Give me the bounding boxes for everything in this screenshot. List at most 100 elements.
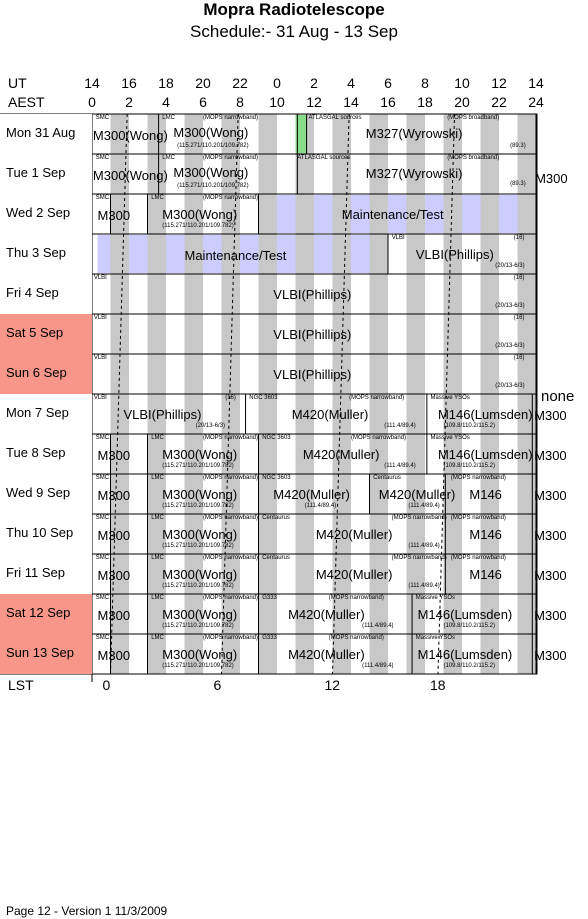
time-stripe bbox=[369, 154, 388, 194]
block-label: (111.4/89.4) bbox=[408, 503, 440, 509]
page-title: Mopra Radiotelescope bbox=[203, 0, 385, 19]
time-stripe bbox=[406, 314, 425, 354]
time-stripe bbox=[147, 234, 166, 274]
block-label: (115.271/110.201/109.782) bbox=[177, 183, 249, 189]
time-stripe bbox=[221, 394, 240, 434]
time-stripe bbox=[332, 394, 351, 434]
block-label: (MOPS narrowband) bbox=[203, 195, 259, 201]
time-stripe bbox=[184, 194, 203, 234]
time-stripe bbox=[406, 354, 425, 394]
time-stripe bbox=[258, 394, 277, 434]
maintenance-shade bbox=[314, 235, 333, 273]
block-label: (MOPS narrowband) bbox=[203, 435, 259, 441]
block-label: (115.271/110.201/109.782) bbox=[162, 223, 234, 229]
block-label: (16) bbox=[513, 315, 525, 321]
block-label: LMC bbox=[162, 115, 175, 121]
block-label: VLBI bbox=[391, 235, 405, 241]
block-label: VLBI(Phillips) bbox=[273, 367, 352, 382]
block-label: SMC bbox=[95, 555, 110, 561]
aest-tick: 0 bbox=[88, 94, 96, 110]
maintenance-shade bbox=[351, 235, 370, 273]
time-stripe bbox=[110, 114, 129, 154]
time-stripe bbox=[258, 234, 277, 274]
block-label: VLBI(Phillips) bbox=[273, 287, 352, 302]
block-label: LMC bbox=[162, 155, 175, 161]
ut-tick: 10 bbox=[454, 75, 470, 91]
time-stripe bbox=[295, 354, 314, 394]
block-label: (20/13-6/3) bbox=[495, 263, 525, 269]
time-stripe bbox=[147, 154, 166, 194]
block-label: Massive YSOs bbox=[430, 395, 470, 401]
block-label: M300 bbox=[535, 171, 568, 186]
block-label: M420(Muller) bbox=[291, 407, 369, 422]
time-stripe bbox=[110, 394, 129, 434]
block-label: LMC bbox=[151, 195, 164, 201]
block-label: NGC 3603 bbox=[262, 475, 291, 481]
ut-tick: 14 bbox=[84, 75, 100, 91]
time-stripe bbox=[295, 194, 314, 234]
time-stripe bbox=[443, 474, 462, 514]
block-label: M327(Wyrowski) bbox=[365, 166, 463, 181]
maintenance-shade bbox=[129, 235, 148, 273]
time-stripe bbox=[332, 234, 351, 274]
time-stripe bbox=[258, 634, 277, 674]
maintenance-shade bbox=[499, 195, 518, 233]
time-stripe bbox=[332, 554, 351, 594]
block-label: SMC bbox=[95, 635, 110, 641]
time-stripe bbox=[369, 114, 388, 154]
time-stripe bbox=[480, 274, 499, 314]
time-stripe bbox=[110, 554, 129, 594]
block-label: G333 bbox=[262, 635, 277, 641]
block-label: LMC bbox=[151, 635, 164, 641]
maintenance-shade bbox=[351, 195, 370, 233]
time-stripe bbox=[517, 394, 536, 434]
lst-tick: 6 bbox=[213, 677, 222, 693]
block-label: VLBI bbox=[93, 275, 107, 281]
time-stripe bbox=[369, 314, 388, 354]
time-stripe bbox=[406, 274, 425, 314]
block-label: VLBI(Phillips) bbox=[273, 327, 352, 342]
block-label: (MOPS narrowband) bbox=[391, 515, 447, 521]
time-stripe bbox=[184, 114, 203, 154]
block-label: (16) bbox=[513, 355, 525, 361]
time-stripe bbox=[147, 434, 166, 474]
block-label: SMC bbox=[95, 115, 110, 121]
block-label: M300 bbox=[534, 488, 567, 503]
time-stripe bbox=[406, 634, 425, 674]
time-stripe bbox=[369, 234, 388, 274]
time-stripe bbox=[443, 434, 462, 474]
block-label: M146 bbox=[469, 567, 502, 582]
time-stripe bbox=[110, 314, 129, 354]
block-label: (115.271/110.201/109.782) bbox=[162, 463, 234, 469]
block-label: LMC bbox=[151, 515, 164, 521]
time-stripe bbox=[443, 394, 462, 434]
block-label: Massive YSOs bbox=[415, 635, 455, 641]
lst-label: LST bbox=[8, 677, 34, 693]
day-label: Fri 11 Sep bbox=[0, 554, 92, 594]
time-stripe bbox=[258, 154, 277, 194]
aest-label: AEST bbox=[8, 94, 45, 110]
block-label: M300 bbox=[97, 568, 131, 583]
time-stripe bbox=[221, 634, 240, 674]
day-label: Mon 7 Sep bbox=[0, 394, 92, 434]
time-stripe bbox=[443, 594, 462, 634]
block-label: (MOPS narrowband) bbox=[450, 515, 506, 521]
ut-tick: 22 bbox=[232, 75, 248, 91]
block-label: M300 bbox=[97, 648, 131, 663]
time-stripe bbox=[443, 114, 462, 154]
time-stripe bbox=[406, 434, 425, 474]
time-stripe bbox=[147, 314, 166, 354]
day-label: Sat 5 Sep bbox=[0, 314, 92, 354]
day-label: Thu 10 Sep bbox=[0, 514, 92, 554]
block-label: Centaurus bbox=[262, 555, 290, 561]
time-stripe bbox=[406, 594, 425, 634]
time-stripe bbox=[480, 234, 499, 274]
maintenance-shade bbox=[277, 235, 296, 273]
page-subtitle: Schedule:- 31 Aug - 13 Sep bbox=[190, 22, 398, 41]
aest-tick: 24 bbox=[528, 94, 544, 110]
aest-tick: 12 bbox=[306, 94, 322, 110]
block-label: M146(Lumsden) bbox=[417, 607, 513, 622]
aest-tick: 2 bbox=[125, 94, 133, 110]
block-label: (20/13-6/3) bbox=[195, 423, 225, 429]
time-stripe bbox=[184, 434, 203, 474]
